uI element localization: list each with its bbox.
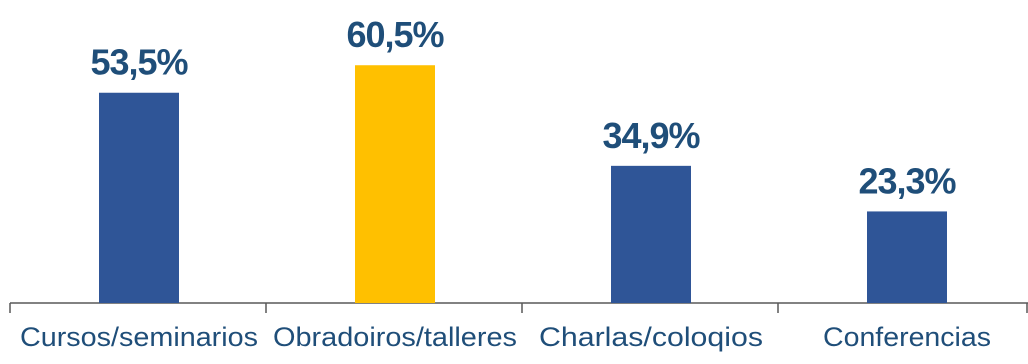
bar bbox=[355, 65, 435, 303]
category-label: Conferencias bbox=[823, 322, 991, 352]
bar-value-label: 53,5% bbox=[90, 42, 188, 83]
bar-value-label: 34,9% bbox=[602, 115, 700, 156]
bar bbox=[867, 211, 947, 303]
category-label: Obradoiros/talleres bbox=[273, 322, 517, 352]
bar bbox=[611, 165, 691, 303]
x-axis bbox=[9, 302, 1028, 313]
category-labels: Cursos/seminarios Obradoiros/talleres Char… bbox=[20, 322, 991, 352]
category-label: Charlas/coloqios bbox=[539, 322, 763, 352]
bars bbox=[99, 65, 947, 304]
bar-value-label: 23,3% bbox=[858, 160, 956, 201]
bar-value-label: 60,5% bbox=[346, 14, 444, 55]
category-label: Cursos/seminarios bbox=[20, 322, 258, 352]
value-labels: 53,5% 60,5% 34,9% 23,3% bbox=[90, 14, 957, 201]
bar bbox=[99, 92, 179, 304]
